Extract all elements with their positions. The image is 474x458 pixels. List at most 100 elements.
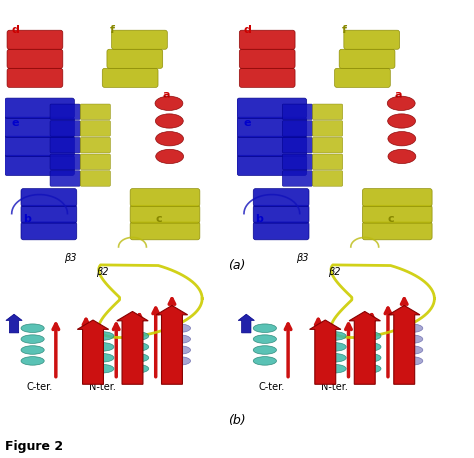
FancyBboxPatch shape: [21, 189, 77, 207]
Ellipse shape: [155, 114, 183, 128]
Ellipse shape: [388, 131, 416, 146]
Ellipse shape: [91, 343, 114, 351]
FancyBboxPatch shape: [5, 98, 74, 118]
FancyArrow shape: [6, 314, 22, 333]
FancyBboxPatch shape: [239, 49, 295, 68]
Ellipse shape: [126, 332, 149, 340]
Ellipse shape: [253, 335, 276, 344]
FancyBboxPatch shape: [130, 189, 200, 207]
FancyBboxPatch shape: [312, 104, 343, 120]
FancyBboxPatch shape: [283, 121, 312, 136]
Ellipse shape: [387, 96, 415, 110]
Ellipse shape: [21, 346, 44, 354]
FancyBboxPatch shape: [283, 104, 312, 120]
FancyBboxPatch shape: [312, 121, 343, 136]
Text: Figure 2: Figure 2: [5, 440, 63, 453]
FancyBboxPatch shape: [7, 30, 63, 49]
FancyArrow shape: [117, 311, 148, 384]
FancyBboxPatch shape: [50, 154, 80, 169]
FancyArrow shape: [238, 314, 255, 333]
Text: (b): (b): [228, 414, 246, 427]
Ellipse shape: [167, 346, 191, 354]
Ellipse shape: [400, 357, 423, 365]
Text: c: c: [155, 213, 162, 224]
FancyBboxPatch shape: [21, 222, 77, 240]
FancyBboxPatch shape: [253, 222, 309, 240]
Ellipse shape: [358, 343, 381, 351]
Text: e: e: [244, 118, 252, 128]
FancyBboxPatch shape: [130, 222, 200, 240]
Text: c: c: [388, 213, 394, 224]
Ellipse shape: [126, 365, 149, 373]
FancyBboxPatch shape: [80, 171, 110, 186]
FancyBboxPatch shape: [130, 205, 200, 223]
Ellipse shape: [358, 354, 381, 362]
Ellipse shape: [91, 365, 114, 373]
FancyBboxPatch shape: [253, 205, 309, 223]
FancyBboxPatch shape: [363, 205, 432, 223]
FancyBboxPatch shape: [363, 222, 432, 240]
FancyArrow shape: [310, 320, 341, 384]
Ellipse shape: [167, 324, 191, 333]
Text: N-ter.: N-ter.: [89, 382, 116, 392]
Text: N-ter.: N-ter.: [321, 382, 348, 392]
Ellipse shape: [400, 346, 423, 354]
FancyBboxPatch shape: [7, 49, 63, 68]
Ellipse shape: [253, 324, 276, 333]
FancyBboxPatch shape: [312, 154, 343, 169]
Ellipse shape: [400, 324, 423, 333]
FancyBboxPatch shape: [80, 121, 110, 136]
Text: f: f: [341, 26, 346, 35]
FancyBboxPatch shape: [253, 189, 309, 207]
FancyBboxPatch shape: [50, 171, 80, 186]
Ellipse shape: [388, 149, 416, 164]
Text: f: f: [109, 26, 114, 35]
FancyArrow shape: [349, 311, 381, 384]
Ellipse shape: [323, 354, 346, 362]
FancyBboxPatch shape: [5, 155, 74, 175]
Ellipse shape: [155, 96, 183, 110]
Ellipse shape: [91, 332, 114, 340]
Text: d: d: [12, 26, 19, 35]
Ellipse shape: [358, 365, 381, 373]
FancyBboxPatch shape: [312, 137, 343, 153]
FancyArrow shape: [389, 305, 420, 384]
FancyBboxPatch shape: [80, 104, 110, 120]
Ellipse shape: [388, 114, 416, 128]
Ellipse shape: [21, 335, 44, 344]
FancyBboxPatch shape: [237, 98, 307, 118]
FancyBboxPatch shape: [237, 155, 307, 175]
Ellipse shape: [253, 346, 276, 354]
FancyBboxPatch shape: [21, 205, 77, 223]
Ellipse shape: [155, 131, 183, 146]
FancyBboxPatch shape: [102, 68, 158, 87]
Ellipse shape: [358, 332, 381, 340]
FancyBboxPatch shape: [283, 154, 312, 169]
Ellipse shape: [167, 335, 191, 344]
Text: b: b: [255, 213, 264, 224]
Ellipse shape: [91, 354, 114, 362]
FancyBboxPatch shape: [50, 137, 80, 153]
FancyBboxPatch shape: [107, 49, 163, 68]
FancyArrow shape: [77, 320, 109, 384]
Text: a: a: [163, 90, 170, 100]
FancyBboxPatch shape: [5, 136, 74, 157]
FancyBboxPatch shape: [283, 171, 312, 186]
Text: C-ter.: C-ter.: [259, 382, 285, 392]
FancyBboxPatch shape: [50, 104, 80, 120]
FancyBboxPatch shape: [239, 30, 295, 49]
FancyBboxPatch shape: [339, 49, 395, 68]
Text: C-ter.: C-ter.: [27, 382, 53, 392]
FancyBboxPatch shape: [239, 68, 295, 87]
Text: b: b: [23, 213, 31, 224]
Ellipse shape: [253, 357, 276, 365]
Text: β3: β3: [64, 253, 76, 263]
FancyBboxPatch shape: [312, 171, 343, 186]
Text: (a): (a): [228, 259, 246, 272]
Ellipse shape: [21, 324, 44, 333]
Text: β2: β2: [328, 267, 341, 278]
Ellipse shape: [126, 343, 149, 351]
Text: β2: β2: [96, 267, 109, 278]
Ellipse shape: [323, 332, 346, 340]
Ellipse shape: [323, 365, 346, 373]
